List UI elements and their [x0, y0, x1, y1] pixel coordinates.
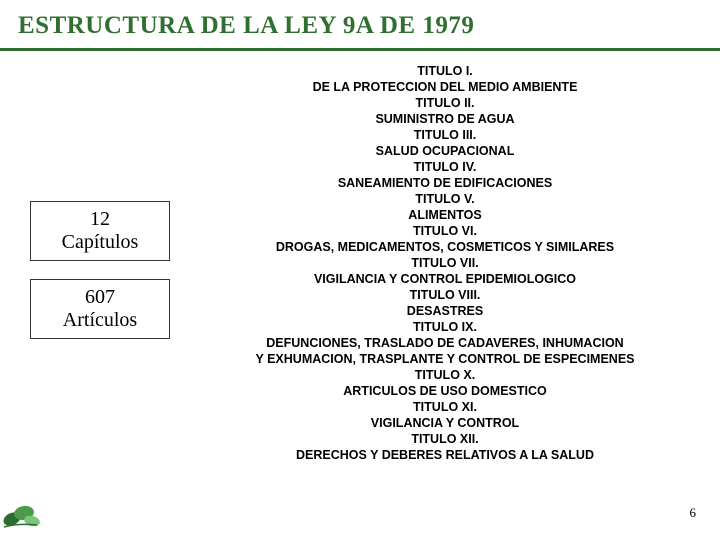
left-column: 12 Capítulos 607 Artículos — [30, 201, 170, 357]
toc-line: ALIMENTOS — [190, 207, 700, 223]
chapters-label: Capítulos — [35, 231, 165, 254]
toc-line: DE LA PROTECCION DEL MEDIO AMBIENTE — [190, 79, 700, 95]
articles-box: 607 Artículos — [30, 279, 170, 339]
header-band: ESTRUCTURA DE LA LEY 9A DE 1979 — [0, 0, 720, 51]
chapters-count: 12 — [35, 208, 165, 231]
toc-line: TITULO I. — [190, 63, 700, 79]
toc-line: TITULO XI. — [190, 399, 700, 415]
toc-line: TITULO VII. — [190, 255, 700, 271]
toc-line: SANEAMIENTO DE EDIFICACIONES — [190, 175, 700, 191]
toc-line: TITULO X. — [190, 367, 700, 383]
toc-line: TITULO II. — [190, 95, 700, 111]
articles-count: 607 — [35, 286, 165, 309]
toc-line: DESASTRES — [190, 303, 700, 319]
toc-line: VIGILANCIA Y CONTROL — [190, 415, 700, 431]
page-title: ESTRUCTURA DE LA LEY 9A DE 1979 — [18, 12, 702, 40]
toc-line: Y EXHUMACION, TRASPLANTE Y CONTROL DE ES… — [190, 351, 700, 367]
toc-line: TITULO III. — [190, 127, 700, 143]
toc-line: ARTICULOS DE USO DOMESTICO — [190, 383, 700, 399]
toc-line: DERECHOS Y DEBERES RELATIVOS A LA SALUD — [190, 447, 700, 463]
toc-line: VIGILANCIA Y CONTROL EPIDEMIOLOGICO — [190, 271, 700, 287]
page-number: 6 — [690, 505, 697, 521]
toc-line: TITULO XII. — [190, 431, 700, 447]
toc-line: DEFUNCIONES, TRASLADO DE CADAVERES, INHU… — [190, 335, 700, 351]
toc-line: TITULO VI. — [190, 223, 700, 239]
leaf-icon — [2, 497, 42, 529]
toc-line: TITULO V. — [190, 191, 700, 207]
articles-label: Artículos — [35, 309, 165, 332]
toc-line: TITULO IV. — [190, 159, 700, 175]
toc-line: SALUD OCUPACIONAL — [190, 143, 700, 159]
toc-column: TITULO I.DE LA PROTECCION DEL MEDIO AMBI… — [190, 63, 700, 463]
toc-line: DROGAS, MEDICAMENTOS, COSMETICOS Y SIMIL… — [190, 239, 700, 255]
chapters-box: 12 Capítulos — [30, 201, 170, 261]
toc-line: SUMINISTRO DE AGUA — [190, 111, 700, 127]
toc-line: TITULO IX. — [190, 319, 700, 335]
content-area: 12 Capítulos 607 Artículos TITULO I.DE L… — [0, 51, 720, 531]
toc-line: TITULO VIII. — [190, 287, 700, 303]
